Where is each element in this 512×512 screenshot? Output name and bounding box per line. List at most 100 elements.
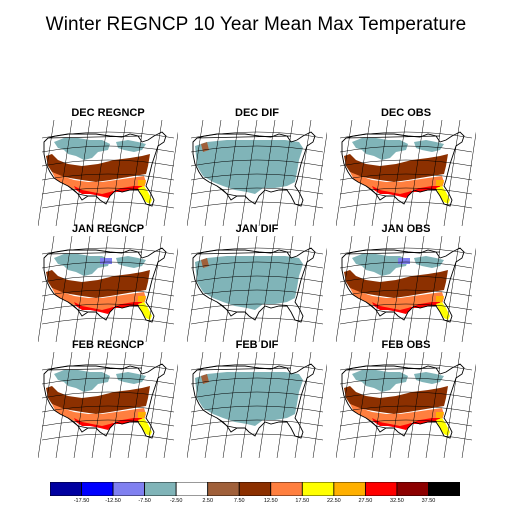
- latitude-line: [339, 173, 473, 181]
- longitude-line: [276, 352, 294, 458]
- temp-band-yellow: [436, 186, 450, 204]
- latitude-line: [190, 419, 324, 427]
- latitude-line: [41, 289, 175, 297]
- map-panel: DEC DIF: [187, 107, 327, 226]
- longitude-line: [258, 236, 276, 342]
- temp-band-red: [372, 302, 440, 314]
- colorbar-swatch: [396, 482, 429, 496]
- longitude-line: [240, 236, 258, 342]
- longitude-line: [109, 236, 127, 342]
- map-svg: [336, 120, 476, 226]
- longitude-line: [73, 120, 91, 226]
- colorbar-tick-label: -7.50: [138, 498, 151, 504]
- latitude-line: [190, 201, 324, 209]
- colorbar-swatch: [238, 482, 272, 496]
- latitude-line: [190, 405, 324, 413]
- temp-cold-patch: [398, 258, 410, 264]
- latitude-line: [190, 275, 324, 283]
- temp-band-red: [74, 302, 142, 314]
- canada-border: [47, 135, 143, 139]
- latitude-line: [339, 201, 473, 209]
- latitude-line: [41, 303, 175, 311]
- latitude-line: [41, 419, 175, 427]
- temp-cool-west: [54, 138, 110, 160]
- map-panel: JAN REGNCP: [38, 223, 178, 342]
- longitude-line: [163, 247, 178, 342]
- longitude-line: [276, 236, 294, 342]
- temp-band-gold: [138, 412, 146, 418]
- longitude-line: [371, 236, 389, 342]
- longitude-line: [389, 236, 407, 342]
- temp-band-brown: [344, 270, 448, 298]
- temp-band-yellow: [138, 418, 152, 436]
- temp-band-red: [372, 186, 440, 198]
- mexico-border: [216, 185, 245, 197]
- panel-label: FEB OBS: [381, 339, 431, 351]
- colorbar-tick-label: 37.50: [421, 498, 436, 504]
- colorbar-tick-label: -17.50: [73, 498, 90, 504]
- temp-cool-east: [116, 256, 146, 268]
- latitude-line: [41, 187, 175, 195]
- longitude-line: [461, 131, 476, 226]
- latitude-line: [339, 303, 473, 311]
- longitude-line: [312, 247, 327, 342]
- map-svg: [187, 236, 327, 342]
- figure-title: Winter REGNCP 10 Year Mean Max Temperatu…: [45, 14, 467, 35]
- colorbar-tick-label: -12.50: [105, 498, 121, 504]
- latitude-line: [190, 377, 324, 385]
- latitude-line: [41, 377, 175, 385]
- latitude-line: [190, 391, 324, 399]
- map-svg: [38, 236, 178, 342]
- longitude-line: [145, 120, 163, 226]
- mexico-border: [216, 417, 245, 429]
- latitude-line: [190, 173, 324, 181]
- longitude-line: [294, 120, 312, 226]
- map-svg: [336, 236, 476, 342]
- longitude-line: [312, 363, 327, 458]
- latitude-line: [190, 433, 324, 441]
- dif-field: [195, 372, 303, 426]
- longitude-line: [222, 352, 240, 458]
- map-panel: FEB REGNCP: [38, 339, 178, 458]
- mexico-border: [365, 301, 394, 313]
- temp-cool-west: [352, 370, 408, 392]
- longitude-line: [127, 120, 145, 226]
- longitude-line: [443, 120, 461, 226]
- mexico-border: [67, 301, 96, 313]
- canada-border: [345, 135, 441, 139]
- longitude-line: [91, 236, 109, 342]
- map-svg: [38, 120, 178, 226]
- canada-border: [345, 367, 441, 371]
- temp-band-yellow: [436, 418, 450, 436]
- longitude-line: [240, 120, 258, 226]
- latitude-line: [41, 405, 175, 413]
- longitude-line: [73, 236, 91, 342]
- longitude-line: [407, 352, 425, 458]
- temp-cool-east: [116, 140, 146, 152]
- canada-border: [196, 251, 292, 255]
- temp-band-red: [372, 418, 440, 430]
- colorbar-tick-label: 32.50: [390, 498, 404, 504]
- colorbar-tick-label: -2.50: [169, 498, 183, 504]
- longitude-line: [145, 236, 163, 342]
- temp-cool-west: [352, 254, 408, 276]
- temp-band-gold: [138, 180, 146, 186]
- longitude-line: [389, 120, 407, 226]
- mexico-border: [365, 417, 394, 429]
- longitude-line: [163, 131, 178, 226]
- colorbar-tick-label: 12.50: [263, 498, 278, 504]
- longitude-line: [389, 352, 407, 458]
- panel-label: JAN REGNCP: [71, 223, 145, 235]
- latitude-line: [339, 159, 473, 167]
- longitude-line: [109, 120, 127, 226]
- temp-band-brown: [344, 154, 448, 182]
- colorbar-swatch: [207, 482, 240, 496]
- longitude-line: [258, 352, 276, 458]
- longitude-line: [461, 247, 476, 342]
- longitude-line: [425, 236, 443, 342]
- colorbar-swatch: [175, 482, 209, 496]
- longitude-line: [294, 236, 312, 342]
- map-svg: [336, 352, 476, 458]
- map-svg: [187, 352, 327, 458]
- temp-band-red: [74, 186, 142, 198]
